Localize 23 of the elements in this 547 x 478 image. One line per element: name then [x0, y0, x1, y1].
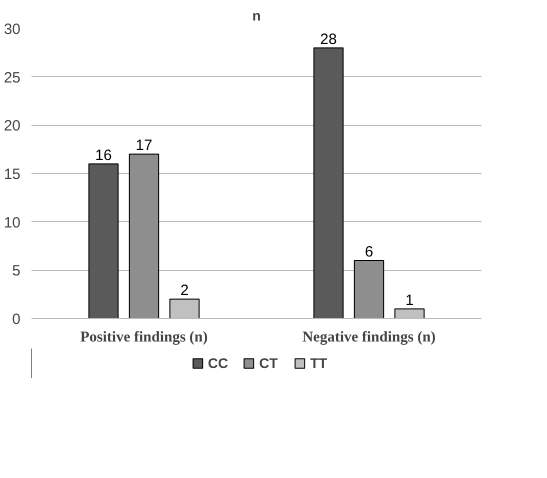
legend-label: CT [259, 355, 279, 371]
legend-label: CC [208, 355, 228, 371]
data-label: 6 [364, 244, 374, 260]
y-tick-label: 20 [4, 118, 21, 135]
bar [88, 163, 119, 318]
y-tick-label: 25 [4, 69, 21, 86]
data-label: 2 [180, 282, 189, 300]
legend-label: TT [310, 355, 328, 371]
x-tick-label: Negative findings (n) [302, 330, 436, 346]
y-tick-label: 10 [4, 214, 21, 232]
y-tick-label: 5 [12, 262, 20, 280]
bar [128, 154, 160, 318]
chart-title: n [252, 8, 261, 24]
x-tick-label: Positive findings (n) [80, 330, 208, 346]
y-tick-label: 0 [12, 311, 20, 328]
data-label: 1 [405, 292, 414, 309]
bar [354, 260, 384, 318]
data-label: 16 [95, 146, 112, 164]
y-tick-label: 30 [4, 21, 21, 38]
data-label: 17 [136, 137, 152, 154]
bar [313, 47, 344, 318]
y-tick-label: 15 [4, 166, 21, 183]
data-label: 28 [320, 30, 337, 48]
